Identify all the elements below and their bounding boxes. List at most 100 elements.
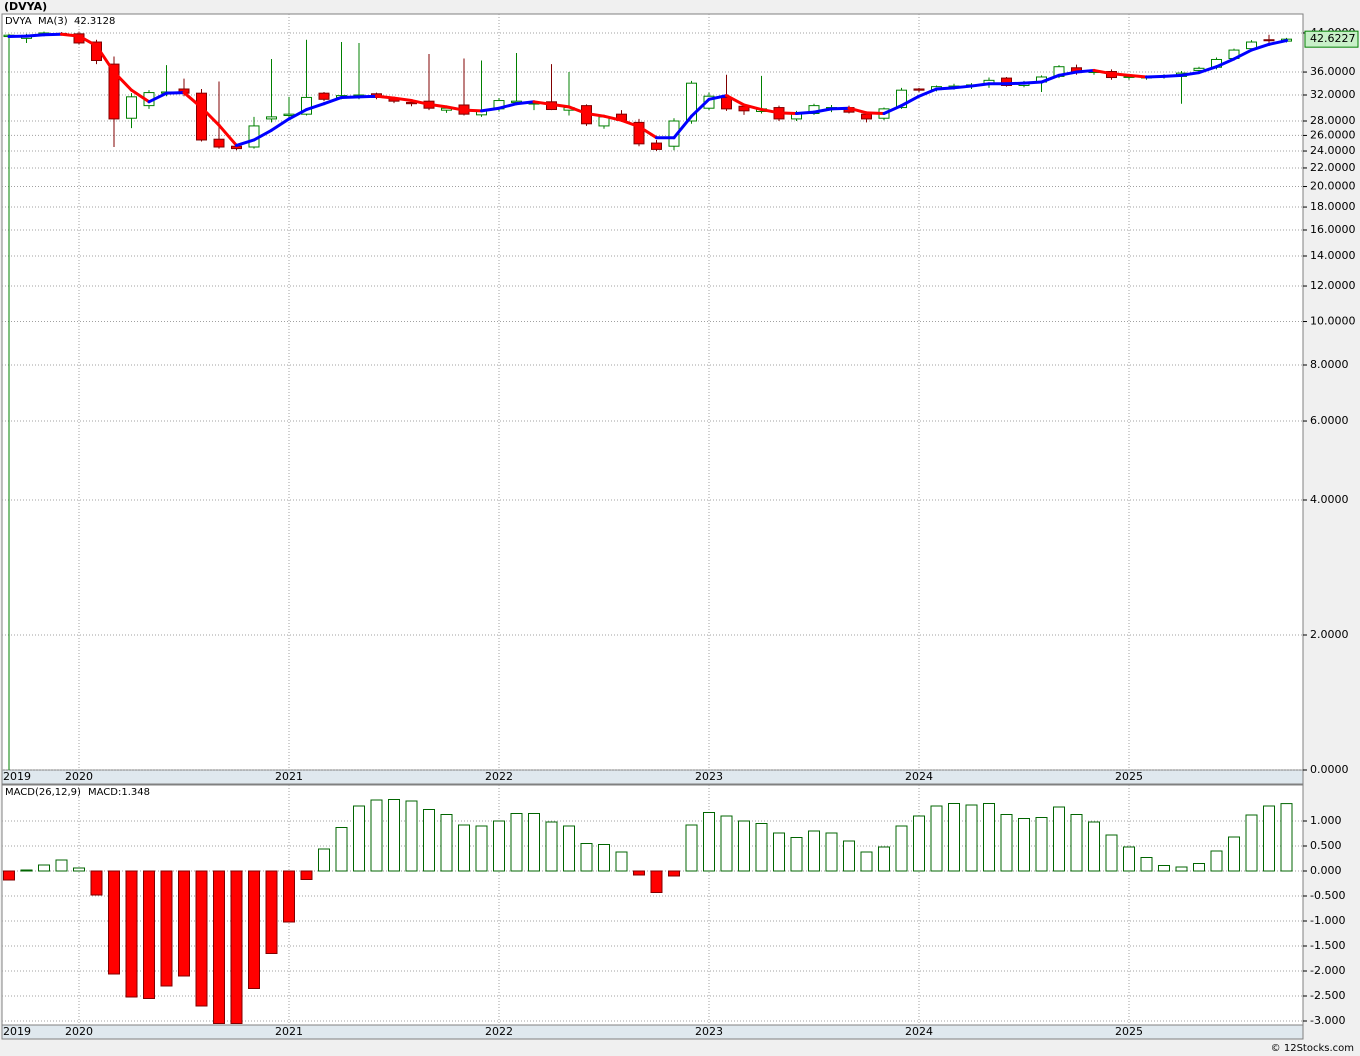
ma-line bbox=[830, 106, 851, 111]
ma-line bbox=[515, 100, 536, 106]
ma-line bbox=[130, 88, 151, 104]
macd-bar bbox=[405, 800, 418, 872]
x-tick-label: 2025 bbox=[1115, 1025, 1143, 1038]
macd-bar bbox=[440, 814, 453, 872]
ma-line bbox=[637, 125, 658, 140]
candle-body bbox=[686, 82, 697, 122]
y-tick-label: 18.0000 bbox=[1310, 200, 1356, 213]
ma-line bbox=[287, 108, 308, 121]
ma-line bbox=[812, 107, 833, 114]
macd-bar bbox=[353, 805, 365, 872]
x-tick-label: 2022 bbox=[485, 770, 513, 783]
macd-bar bbox=[563, 825, 575, 872]
macd-bar bbox=[580, 843, 593, 872]
ma-line bbox=[952, 84, 973, 90]
ma-line bbox=[1232, 48, 1253, 61]
macd-bar bbox=[1280, 803, 1293, 872]
ma-line bbox=[357, 94, 378, 99]
y-tick-label: 0.500 bbox=[1310, 839, 1342, 852]
macd-bar bbox=[300, 870, 313, 880]
y-tick-label: -2.500 bbox=[1310, 989, 1345, 1002]
macd-bar bbox=[335, 827, 348, 872]
ma-line bbox=[707, 94, 728, 101]
ma-line bbox=[165, 91, 186, 95]
date-bar bbox=[1, 1024, 1304, 1040]
ma-line bbox=[95, 44, 116, 74]
macd-bar bbox=[860, 851, 873, 872]
macd-bar bbox=[1018, 818, 1030, 872]
macd-bar bbox=[1175, 866, 1188, 872]
legend-name: DVYA bbox=[5, 16, 32, 27]
y-tick-label: 36.0000 bbox=[1310, 65, 1356, 78]
macd-bar bbox=[703, 812, 715, 872]
ma-line bbox=[427, 102, 448, 109]
ma-line bbox=[532, 100, 553, 106]
macd-bar bbox=[230, 870, 243, 1024]
macd-bar bbox=[878, 846, 890, 872]
ma-line bbox=[1092, 68, 1113, 76]
ma-line bbox=[375, 94, 396, 100]
x-tick-label: 2021 bbox=[275, 1025, 303, 1038]
candle-body bbox=[913, 88, 925, 91]
macd-bar bbox=[948, 803, 960, 872]
macd-bar bbox=[808, 830, 820, 872]
ma-line bbox=[690, 97, 711, 118]
macd-readout: MACD:1.348 bbox=[88, 787, 150, 798]
macd-bar bbox=[685, 824, 698, 872]
macd-bar bbox=[248, 870, 260, 989]
x-tick-label: 2023 bbox=[695, 1025, 723, 1038]
candle-body bbox=[196, 92, 207, 141]
macd-bar bbox=[598, 844, 610, 872]
macd-bar bbox=[983, 803, 995, 872]
macd-bar bbox=[73, 867, 85, 872]
y-tick-label: -1.000 bbox=[1310, 914, 1345, 927]
x-tick-label: 2025 bbox=[1115, 770, 1143, 783]
y-tick-label: 32.0000 bbox=[1310, 88, 1356, 101]
macd-bar bbox=[195, 870, 208, 1007]
ma-line bbox=[882, 104, 903, 115]
ma-line bbox=[270, 117, 291, 132]
x-tick-label: 2024 bbox=[905, 1025, 933, 1038]
ma-line bbox=[497, 102, 518, 110]
x-tick-label: 2020 bbox=[65, 770, 93, 783]
ma-line bbox=[25, 33, 46, 38]
ma-line bbox=[462, 108, 483, 113]
ma-line bbox=[1127, 73, 1148, 79]
ma-line bbox=[795, 110, 816, 115]
ma-line bbox=[1215, 57, 1236, 69]
macd-bar bbox=[90, 870, 103, 896]
candle-body bbox=[1001, 77, 1012, 86]
footer: © 12Stocks.com bbox=[1271, 1043, 1354, 1054]
candle-body bbox=[633, 121, 645, 145]
ma-line bbox=[252, 128, 273, 142]
candle-body bbox=[301, 96, 312, 115]
ma-line bbox=[480, 106, 501, 113]
macd-bar bbox=[510, 813, 523, 872]
macd-bar bbox=[1193, 863, 1205, 872]
candle-body bbox=[896, 89, 907, 109]
ma-line bbox=[200, 106, 221, 127]
ma-line bbox=[602, 114, 623, 122]
ma-line bbox=[340, 95, 361, 99]
y-tick-label: 12.0000 bbox=[1310, 279, 1356, 292]
macd-bar bbox=[790, 837, 803, 872]
macd-bar bbox=[20, 869, 33, 872]
ma-line bbox=[182, 91, 203, 110]
macd-bar bbox=[3, 870, 15, 881]
macd-bar bbox=[493, 820, 505, 872]
x-tick-label: 2019 bbox=[3, 1025, 31, 1038]
y-tick-label: 0.0000 bbox=[1310, 763, 1349, 776]
macd-bar bbox=[843, 840, 855, 872]
x-tick-label: 2023 bbox=[695, 770, 723, 783]
ma-line bbox=[672, 114, 693, 140]
ma-line bbox=[900, 94, 921, 108]
y-tick-label: 1.000 bbox=[1310, 814, 1342, 827]
macd-bar bbox=[283, 870, 295, 923]
candle-body bbox=[108, 63, 120, 120]
macd-bar bbox=[388, 799, 400, 872]
ma-line bbox=[777, 111, 798, 115]
legend-ma: MA(3) bbox=[38, 16, 68, 27]
x-tick-label: 2021 bbox=[275, 770, 303, 783]
ma-line bbox=[847, 106, 868, 115]
